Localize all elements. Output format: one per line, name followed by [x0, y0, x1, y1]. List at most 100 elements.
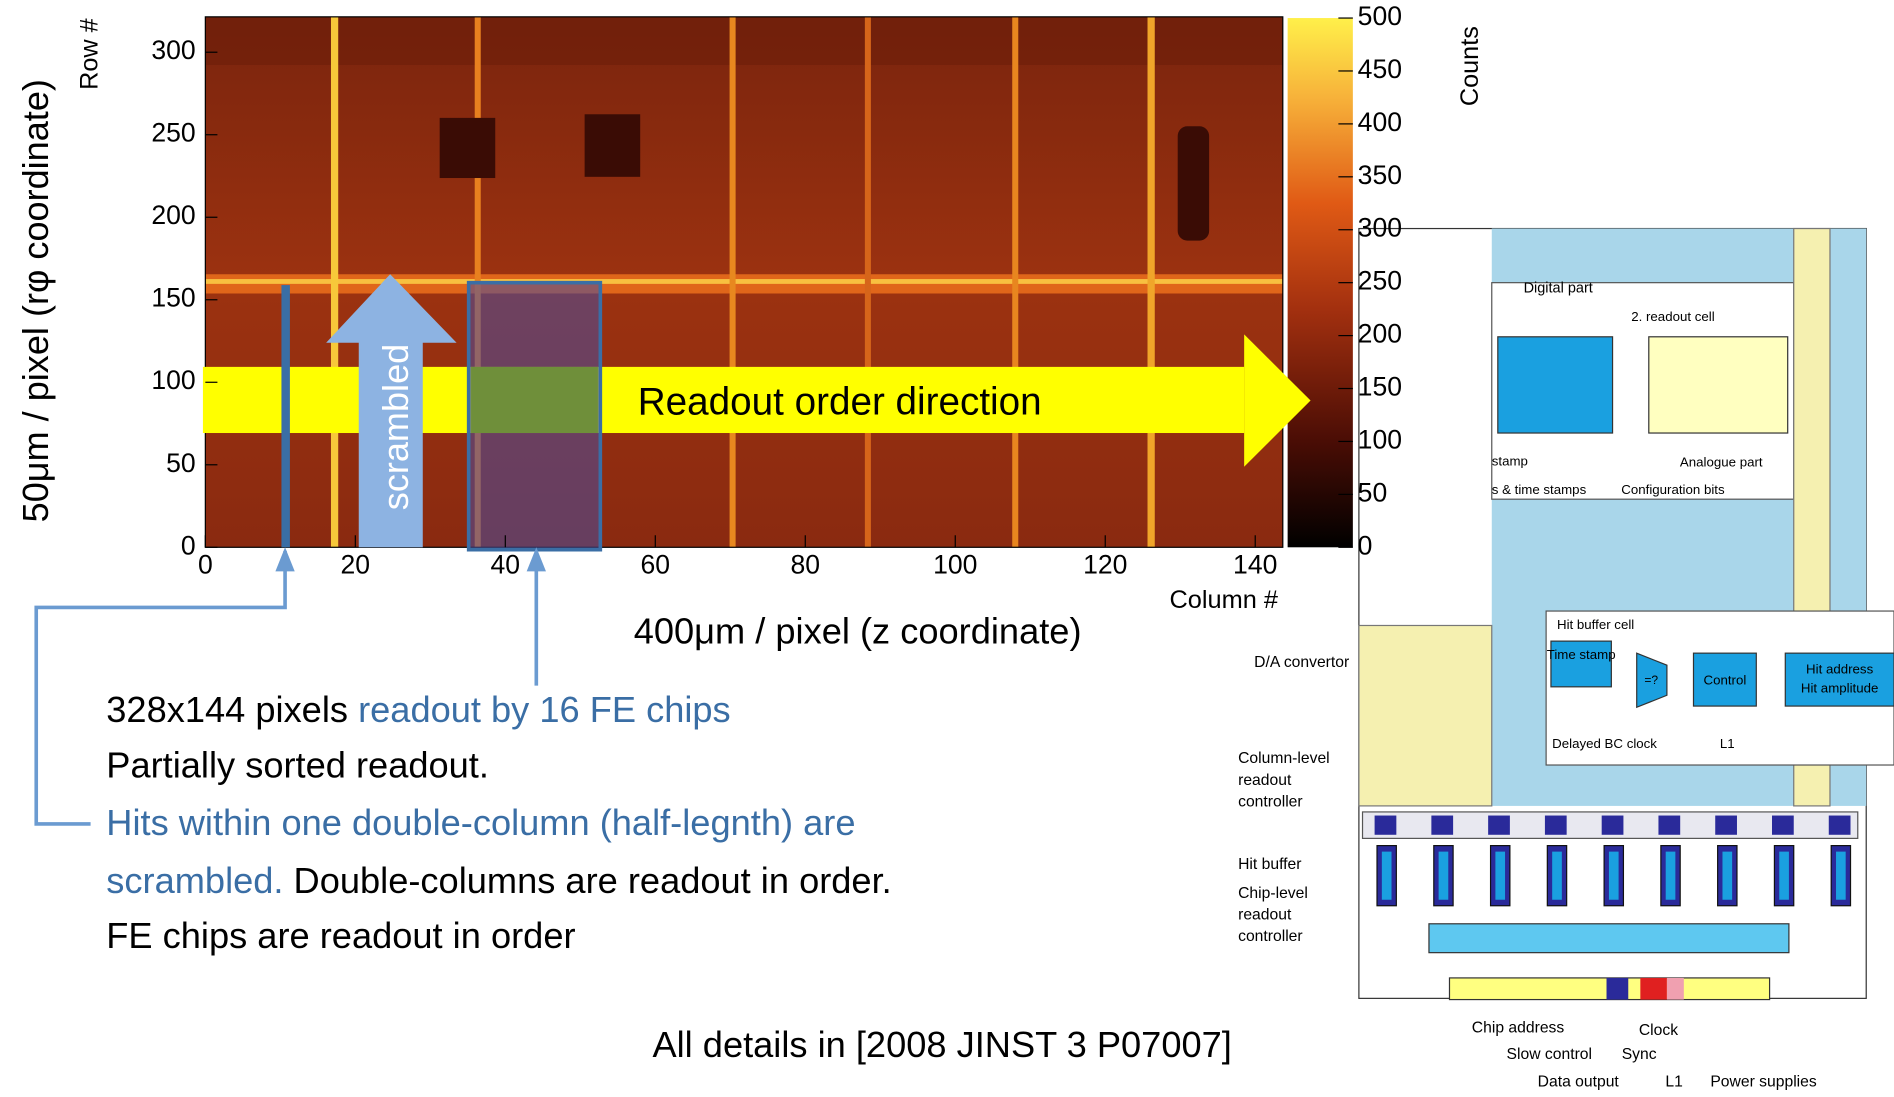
note-segment: readout by 16 FE chips: [358, 689, 731, 730]
notes: 328x144 pixels readout by 16 FE chips Par…: [106, 689, 891, 956]
double-column: [281, 285, 289, 547]
column-controller: [1545, 816, 1567, 835]
diagram-label: Clock: [1639, 1022, 1678, 1039]
analogue-block: [1649, 337, 1788, 433]
diagram-label: Control: [1703, 672, 1746, 687]
column-controller: [1602, 816, 1624, 835]
overlap: [471, 367, 598, 433]
diagram-label: Analogue part: [1680, 455, 1763, 470]
note-segment: Hits within one double-column (half-legn…: [106, 802, 855, 843]
y-tick-label: 300: [151, 35, 195, 65]
note-segment: 328x144 pixels: [106, 689, 358, 730]
arrow-label: Readout order direction: [638, 380, 1042, 423]
hit-buffer-inner: [1439, 852, 1449, 900]
note-segment: FE chips are readout in order: [106, 915, 575, 956]
note-segment: Double-columns are readout in order.: [283, 859, 891, 900]
diagram-label: =?: [1644, 673, 1658, 687]
heatmap-band: [205, 279, 1282, 284]
diagram-label: Hit address: [1806, 662, 1874, 677]
hit-buffer-inner: [1382, 852, 1392, 900]
diagram-label: Time stamp: [1547, 647, 1616, 662]
y-tick-label: 150: [151, 283, 195, 313]
note-line: scrambled. Double-columns are readout in…: [106, 859, 891, 900]
note-line: Partially sorted readout.: [106, 744, 489, 785]
x-tick-label: 80: [790, 550, 820, 580]
colorbar-tick-label: 450: [1358, 54, 1402, 84]
colorbar-tick-label: 150: [1358, 372, 1402, 402]
diagram-label: Digital part: [1524, 281, 1593, 297]
slide: Readout order direction scrambled 50μm /…: [0, 0, 1894, 1097]
column-controller: [1375, 816, 1397, 835]
hit-buffer-inner: [1495, 852, 1505, 900]
heatmap-stripe: [1012, 17, 1018, 547]
note-line: Hits within one double-column (half-legn…: [106, 802, 855, 843]
x-tick-label: 100: [933, 550, 977, 580]
colorbar-tick-label: 300: [1358, 213, 1402, 243]
x-axis-title: Column #: [1169, 586, 1277, 614]
diagram-label: Data output: [1538, 1074, 1620, 1091]
heatmap-stripe: [331, 17, 338, 547]
column-strip: [1359, 625, 1492, 805]
chip-controller: [1429, 924, 1789, 953]
x-tick-label: 40: [491, 550, 521, 580]
x-tick-label: 0: [198, 550, 213, 580]
diagram-label: Hit buffer cell: [1557, 617, 1634, 632]
colorbar-tick-label: 0: [1358, 530, 1373, 560]
hit-buffer-inner: [1779, 852, 1789, 900]
y-tick-label: 200: [151, 200, 195, 230]
diagram-label: Sync: [1622, 1046, 1657, 1063]
colorbar-title: Counts: [1456, 26, 1484, 106]
connector-head: [275, 547, 294, 571]
diagram-label: Chip address: [1472, 1020, 1565, 1037]
diagram-label: Delayed BC clock: [1552, 736, 1657, 751]
diagram-label: Power supplies: [1710, 1074, 1817, 1091]
note-segment: scrambled.: [106, 859, 283, 900]
heatmap-stripe: [730, 17, 736, 547]
diagram-label: L1: [1720, 736, 1735, 751]
diagram-label: D/A convertor: [1254, 654, 1349, 671]
hit-buffer-inner: [1609, 852, 1619, 900]
y-tick-label: 0: [181, 530, 196, 560]
heatmap-block: [585, 114, 641, 177]
note-line: 328x144 pixels readout by 16 FE chips: [106, 689, 730, 730]
colorbar-tick-label: 500: [1358, 1, 1402, 31]
diagram-label: Column-level: [1238, 750, 1330, 767]
x-tick-label: 20: [341, 550, 371, 580]
diagram-label: Hit buffer: [1238, 856, 1301, 873]
diagram-label: L1: [1665, 1074, 1682, 1091]
reference: All details in [2008 JINST 3 P07007]: [652, 1024, 1231, 1065]
colorbar-tick-label: 400: [1358, 107, 1402, 137]
column-controller: [1772, 816, 1794, 835]
diagram-label: stamp: [1492, 453, 1528, 468]
y-tick-label: 100: [151, 365, 195, 395]
diagram-label: controller: [1238, 793, 1303, 810]
colorbar-tick-label: 350: [1358, 160, 1402, 190]
y-tick-label: 250: [151, 118, 195, 148]
y-note: 50μm / pixel (rφ coordinate): [15, 79, 56, 522]
diagram-label: Hit amplitude: [1801, 681, 1878, 696]
diagram-label: s & time stamps: [1492, 482, 1587, 497]
heatmap-stripe: [865, 17, 871, 547]
x-tick-label: 140: [1233, 550, 1277, 580]
colorbar-tick-label: 200: [1358, 319, 1402, 349]
diagram-label: 2. readout cell: [1631, 309, 1714, 324]
heatmap-block: [440, 118, 496, 178]
column-controller: [1431, 816, 1453, 835]
x-tick-label: 60: [641, 550, 671, 580]
hit-buffer-inner: [1552, 852, 1562, 900]
diagram-label: Slow control: [1507, 1046, 1592, 1063]
diagram-label: readout: [1238, 907, 1292, 924]
hit-buffer-inner: [1722, 852, 1732, 900]
heatmap-block: [1178, 126, 1209, 240]
column-controller: [1488, 816, 1510, 835]
y-tick-label: 50: [166, 448, 196, 478]
note-line: FE chips are readout in order: [106, 915, 575, 956]
colorbar-tick-label: 250: [1358, 266, 1402, 296]
heatmap-band: [205, 17, 1282, 65]
diagram-label: controller: [1238, 928, 1303, 945]
column-controller: [1658, 816, 1680, 835]
colorbar-tick-label: 100: [1358, 424, 1402, 454]
x-note: 400μm / pixel (z coordinate): [634, 610, 1082, 651]
digital-block: [1498, 337, 1613, 433]
diagram-label: Chip-level: [1238, 885, 1308, 902]
